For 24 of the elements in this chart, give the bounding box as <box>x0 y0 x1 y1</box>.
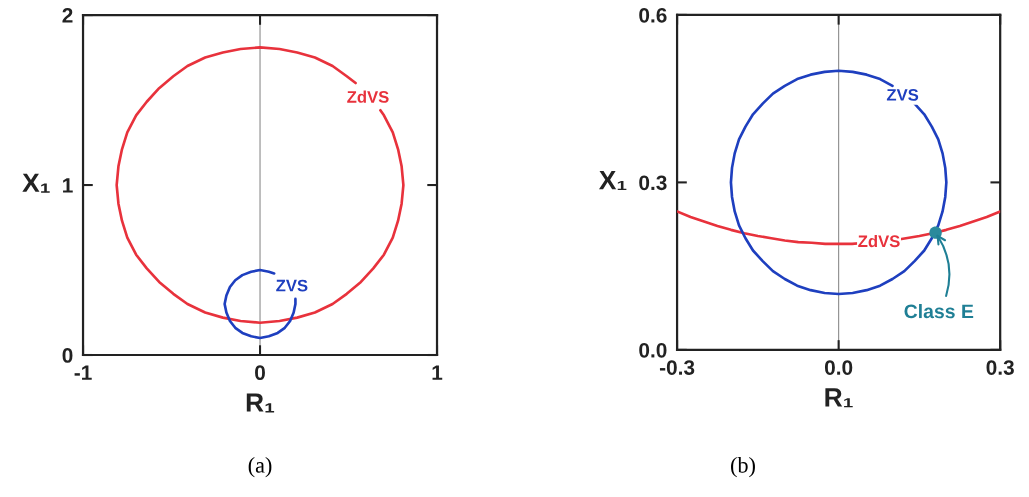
annotation: Class E <box>904 303 974 319</box>
x-tick-label: 1 <box>432 365 443 380</box>
y-tick-label: 0.0 <box>639 342 667 358</box>
x-tick-label: -0.3 <box>659 360 695 375</box>
series-label: ZdVS <box>347 90 389 103</box>
text: (a) <box>248 457 272 478</box>
series-label: ZVS <box>886 88 919 101</box>
line-series <box>729 69 948 296</box>
x-axis-title: R₁ <box>825 388 853 408</box>
y-tick-label: 0.3 <box>639 175 667 191</box>
text: (b) <box>731 457 755 478</box>
x-tick-label: -1 <box>74 365 92 380</box>
series-label: ZVS <box>276 279 308 292</box>
y-tick-label: 0.6 <box>639 7 667 23</box>
x-tick-label: 0.0 <box>824 360 853 375</box>
y-axis-title: X₁ <box>599 171 627 191</box>
y-tick-label: 0 <box>62 348 73 363</box>
y-axis-title: X₁ <box>22 173 50 193</box>
x-axis-title: R₁ <box>246 393 275 413</box>
x-tick-label: 0 <box>255 365 265 381</box>
y-tick-label: 1 <box>63 178 73 193</box>
y-tick-label: 2 <box>62 8 73 23</box>
x-tick-label: 0.3 <box>986 360 1014 375</box>
line-series <box>115 46 405 325</box>
